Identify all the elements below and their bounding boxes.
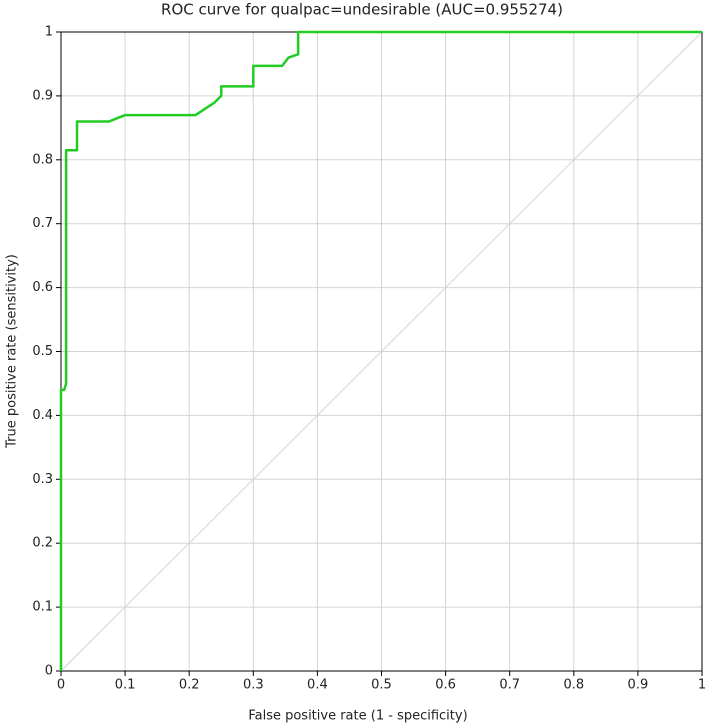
y-tick-label: 0.7 bbox=[32, 216, 53, 231]
y-tick-label: 0.5 bbox=[32, 344, 53, 359]
y-axis-label: True positive rate (sensitivity) bbox=[5, 254, 20, 449]
x-tick-label: 0.3 bbox=[243, 678, 264, 693]
y-tick-label: 0 bbox=[45, 664, 53, 679]
x-tick-label: 0 bbox=[57, 678, 65, 693]
x-tick-label: 0.4 bbox=[307, 678, 328, 693]
reference-diagonal bbox=[60, 31, 703, 672]
y-tick-label: 0.8 bbox=[32, 152, 53, 167]
x-tick-label: 0.1 bbox=[115, 678, 136, 693]
y-tick-label: 0.3 bbox=[32, 472, 53, 487]
x-tick-label: 0.9 bbox=[628, 678, 649, 693]
y-tick-label: 1 bbox=[45, 25, 53, 40]
x-tick-label: 0.2 bbox=[179, 678, 200, 693]
chart-title: ROC curve for qualpac=undesirable (AUC=0… bbox=[161, 1, 563, 19]
x-axis-label: False positive rate (1 - specificity) bbox=[248, 709, 467, 724]
x-tick-label: 1 bbox=[698, 678, 706, 693]
y-tick-label: 0.9 bbox=[32, 88, 53, 103]
x-tick-label: 0.7 bbox=[499, 678, 520, 693]
x-tick-label: 0.6 bbox=[435, 678, 456, 693]
x-tick-label: 0.5 bbox=[371, 678, 392, 693]
y-tick-label: 0.2 bbox=[32, 536, 53, 551]
y-tick-label: 0.6 bbox=[32, 280, 53, 295]
roc-curve bbox=[59, 30, 702, 671]
y-tick-label: 0.1 bbox=[32, 600, 53, 615]
y-tick-label: 0.4 bbox=[32, 408, 53, 423]
x-tick-label: 0.8 bbox=[563, 678, 584, 693]
